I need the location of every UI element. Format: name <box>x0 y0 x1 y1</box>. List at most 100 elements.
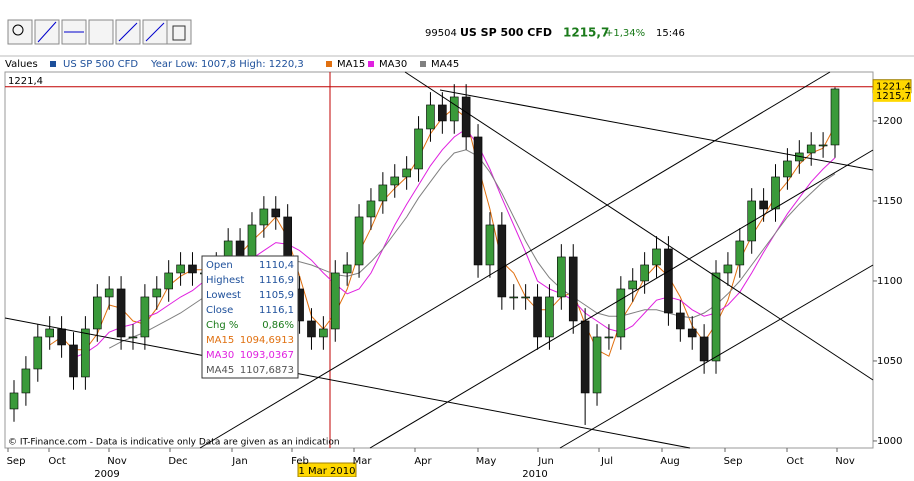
trend-line <box>559 264 874 449</box>
candle-body <box>699 336 709 362</box>
candle-body <box>235 240 245 258</box>
info-key: MA45 <box>206 365 234 376</box>
x-tick-label: Jul <box>600 456 613 467</box>
candle-body <box>497 224 507 298</box>
x-tick-label: Apr <box>414 456 432 467</box>
icon <box>145 22 165 42</box>
info-value: 1105,9 <box>259 290 294 301</box>
candle-body <box>759 200 768 210</box>
trend-line <box>199 71 831 449</box>
info-value: 0,86% <box>262 320 294 331</box>
candle-body <box>473 136 483 266</box>
info-value: 1094,6913 <box>240 335 294 346</box>
x-tick-label: Sep <box>724 456 743 467</box>
x-tick-label: Feb <box>291 456 309 467</box>
trend-lines <box>4 71 874 449</box>
candle-body <box>461 96 471 138</box>
candle-body <box>568 256 578 322</box>
trend-line <box>369 149 874 449</box>
info-key: Close <box>206 305 233 316</box>
footer: © IT-Finance.com - Data is indicative on… <box>8 438 340 448</box>
candle-body <box>771 176 780 210</box>
info-key: Highest <box>206 275 244 286</box>
candle-body <box>545 296 554 338</box>
candle-body <box>652 248 661 266</box>
candle-body <box>783 160 792 178</box>
candle-body <box>116 288 126 338</box>
cursor-date: 1 Mar 2010 <box>298 466 355 477</box>
candle-body <box>92 296 102 330</box>
candle-body <box>69 344 78 378</box>
candle-body <box>378 184 388 202</box>
info-value: 1093,0367 <box>240 350 294 361</box>
x-tick-label: Aug <box>660 456 680 467</box>
legend-ma45: MA45 <box>431 59 459 70</box>
candle-body <box>664 248 673 314</box>
trend-line <box>404 71 874 381</box>
candle-body <box>616 288 626 338</box>
candle-body <box>485 224 495 266</box>
legend-ma15: MA15 <box>337 59 365 70</box>
trend-line <box>439 89 874 171</box>
candle-body <box>438 104 447 122</box>
candle-body <box>735 240 745 266</box>
code: 99504 <box>425 28 457 39</box>
candle-body <box>366 200 376 218</box>
candle-body <box>580 320 590 394</box>
year-label: 2010 <box>522 469 547 477</box>
candle-body <box>81 328 90 378</box>
last-price-tag: 1215,7 <box>876 91 911 102</box>
x-tick-label: Mar <box>353 456 373 467</box>
candle-body <box>319 328 328 338</box>
icon <box>12 24 24 36</box>
candle-body <box>45 328 54 338</box>
year-label: 2009 <box>94 469 119 477</box>
candle-body <box>259 208 269 226</box>
x-tick-label: Jun <box>537 456 554 467</box>
candle-body <box>33 336 43 370</box>
info-value: 1110,4 <box>259 260 294 271</box>
x-tick-label: Nov <box>107 456 127 467</box>
legend-ma30: MA30 <box>379 59 407 70</box>
candle-body <box>818 144 828 147</box>
toolbar <box>7 19 192 45</box>
fib-button[interactable] <box>88 19 114 45</box>
candle-body <box>402 168 411 178</box>
legend-swatch <box>368 61 374 67</box>
candle-body <box>342 264 352 274</box>
candle-body <box>449 96 459 122</box>
legend-series: US SP 500 CFD <box>63 59 138 70</box>
legend-swatch <box>50 61 56 67</box>
candle-body <box>521 296 530 299</box>
zoom-button[interactable] <box>7 19 33 45</box>
candle-body <box>176 264 185 274</box>
candle-body <box>414 128 423 170</box>
candle-body <box>426 104 435 130</box>
candle-body <box>747 200 757 242</box>
info-box <box>201 255 299 379</box>
candle-body <box>164 272 173 290</box>
y-tick-label: 1150 <box>877 196 902 207</box>
candle-body <box>57 328 66 346</box>
cursor-price-tag: 1221,4 <box>876 82 911 93</box>
candle-body <box>723 264 733 274</box>
info-value: 1116,1 <box>259 305 294 316</box>
candle-body <box>390 176 400 186</box>
time: 15:46 <box>656 28 685 39</box>
name: US SP 500 CFD <box>460 26 552 39</box>
y-tick-label: 1100 <box>877 276 902 287</box>
info-key: MA15 <box>206 335 234 346</box>
x-tick-label: Oct <box>48 456 65 467</box>
x-tick-label: Jan <box>231 456 247 467</box>
candle-body <box>604 336 614 339</box>
candle-body <box>9 392 19 410</box>
candle-body <box>676 312 685 330</box>
candle-body <box>830 88 840 146</box>
icon <box>37 21 57 43</box>
candle-body <box>188 264 197 274</box>
y-tick-label: 1000 <box>877 436 902 447</box>
candle-body <box>557 256 566 298</box>
candle-body <box>330 272 340 330</box>
